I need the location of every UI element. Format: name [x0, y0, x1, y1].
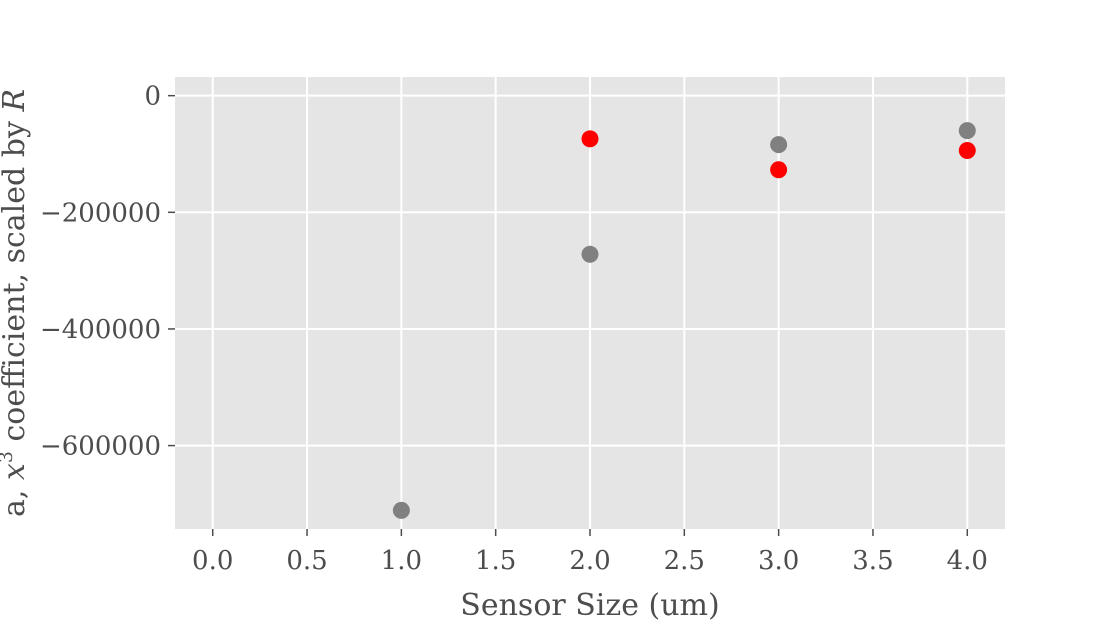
data-point: [392, 501, 410, 519]
data-point: [581, 130, 599, 148]
y-tick-label: −600000: [40, 432, 161, 462]
x-tick-label: 3.5: [852, 546, 893, 576]
y-tick-label: −400000: [40, 315, 161, 345]
data-point: [958, 141, 976, 159]
x-tick-label: 0.0: [192, 546, 233, 576]
y-tick-label: −200000: [40, 198, 161, 228]
x-tick-label: 2.0: [569, 546, 610, 576]
data-point: [958, 122, 976, 140]
y-axis-label: a, x3 coefficient, scaled by R: [0, 89, 32, 517]
ticks: 0.0 0.5 1.0 1.5 2.0 2.5 3.0 3.5 4.0 0 −200000 −4000…: [40, 82, 988, 576]
data-points: [392, 122, 976, 519]
x-axis-label: Sensor Size (um): [460, 588, 719, 623]
data-point: [581, 245, 599, 263]
x-tick-label: 0.5: [286, 546, 327, 576]
x-tick-label: 4.0: [947, 546, 988, 576]
x-tick-label: 1.0: [381, 546, 422, 576]
y-tick-label: 0: [144, 82, 161, 112]
x-tick-label: 2.5: [664, 546, 705, 576]
data-point: [770, 136, 788, 154]
data-point: [770, 161, 788, 179]
x-tick-label: 1.5: [475, 546, 516, 576]
x-tick-label: 3.0: [758, 546, 799, 576]
